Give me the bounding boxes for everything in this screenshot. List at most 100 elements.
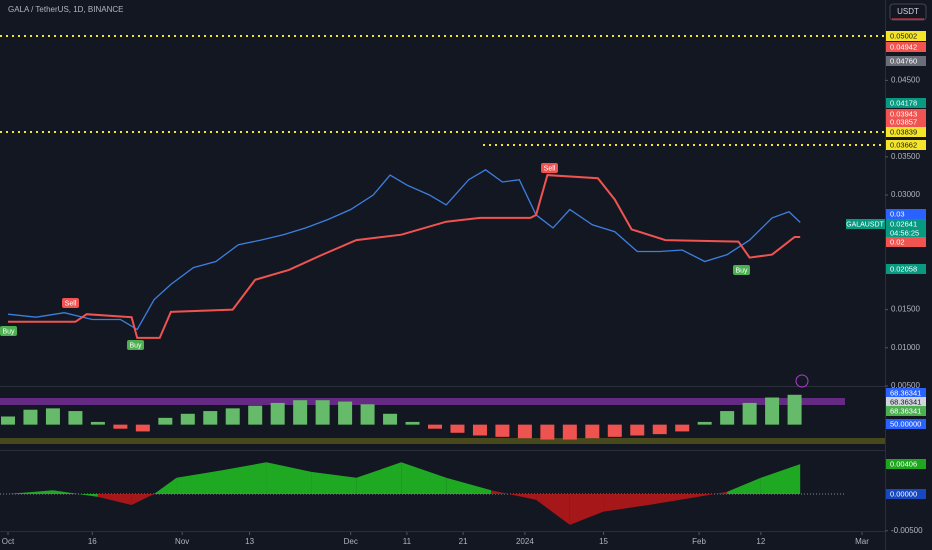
symbol-tag-bg [846, 219, 885, 229]
price-tag-bg [886, 219, 926, 229]
histogram-bar [787, 394, 802, 425]
histogram-bar [765, 397, 780, 425]
area-segment [603, 493, 649, 512]
y-tick-label: 0.01500 [891, 305, 920, 314]
price-tag: 0.00000 [890, 489, 917, 498]
histogram-bar [652, 424, 667, 435]
price-tag-bg [886, 209, 926, 219]
price-line [7, 169, 801, 331]
signal-bg [541, 163, 558, 173]
price-tag: 0.02058 [890, 264, 917, 273]
x-tick-label: Feb [692, 537, 706, 546]
histogram-bar [135, 424, 150, 432]
area-segment [8, 490, 53, 494]
area-segment [401, 462, 447, 494]
currency-button[interactable] [889, 3, 927, 21]
currency-label[interactable]: USDT [897, 7, 919, 16]
price-tag: 0.05002 [890, 31, 917, 40]
histogram-bar [450, 424, 465, 433]
signal-label: Sell [544, 165, 556, 172]
price-tag: 68.36341 [890, 397, 921, 406]
price-tag-bg [886, 237, 926, 247]
histogram-bar [697, 421, 712, 425]
histogram-bar [742, 402, 757, 425]
area-segment [356, 462, 402, 494]
signal-bg [62, 298, 79, 308]
histogram-bar [270, 402, 285, 425]
price-tag-bg [886, 406, 926, 416]
price-tag-bg [886, 419, 926, 429]
histogram-bar [405, 421, 420, 425]
price-tag-bg [886, 98, 926, 108]
signal-label: Buy [129, 342, 142, 349]
area-segment [569, 493, 604, 525]
histogram-bar [517, 424, 532, 439]
price-tag: 0.02641 [890, 219, 917, 228]
price-tag: 0.03662 [890, 140, 917, 149]
price-tag: 0.04760 [890, 56, 917, 65]
price-tag-bg [886, 264, 926, 274]
price-tag: 0.03857 [890, 117, 917, 126]
price-tag: 50.00000 [890, 419, 921, 428]
header-title: GALA / TetherUS, 1D, BINANCE [8, 5, 123, 14]
area-segment [536, 493, 570, 525]
symbol-tag: GALAUSDT [846, 221, 884, 228]
signal-bg [733, 265, 750, 275]
icon [795, 374, 809, 388]
histogram-bar [293, 400, 308, 425]
signal-label: Buy [735, 267, 748, 274]
area-segment [648, 493, 694, 506]
histogram-bar [68, 411, 83, 425]
band [0, 398, 845, 405]
y-tick-label: 0.03000 [891, 190, 920, 199]
area-segment [52, 490, 98, 497]
price-tag: 0.00406 [890, 459, 917, 468]
price-tag: 0.04178 [890, 98, 917, 107]
histogram-bar [225, 408, 240, 425]
histogram-bar [113, 424, 128, 429]
price-tag-bg [886, 127, 926, 137]
x-tick-label: 21 [459, 537, 468, 546]
signal-label: Sell [65, 300, 77, 307]
histogram-bar [1, 416, 15, 425]
histogram-bar [90, 421, 105, 425]
histogram-bar [607, 424, 622, 437]
histogram-bar [158, 417, 173, 425]
price-tag-bg [886, 459, 926, 469]
x-tick-label: 12 [756, 537, 765, 546]
histogram-bar [45, 408, 60, 425]
signal-bg [0, 326, 17, 336]
x-tick-label: 2024 [516, 537, 534, 546]
price-tag-bg [886, 489, 926, 499]
area-segment [97, 493, 132, 506]
area-segment [760, 464, 801, 494]
price-tag-bg [886, 117, 926, 127]
band [0, 438, 885, 444]
histogram-bar [630, 424, 645, 436]
area-segment [311, 471, 357, 494]
area-segment [176, 470, 222, 494]
histogram-bar [180, 413, 195, 425]
histogram-bar [720, 411, 735, 425]
area-segment [131, 493, 155, 506]
price-tag-bg [886, 397, 926, 407]
x-tick-label: 16 [88, 537, 97, 546]
price-tag: 0.03839 [890, 127, 917, 136]
x-tick-label: 13 [245, 537, 254, 546]
x-tick-label: Oct [2, 537, 15, 546]
histogram-bar [428, 424, 442, 429]
area-segment [446, 477, 492, 494]
price-tag-bg [886, 228, 926, 238]
x-tick-label: 15 [599, 537, 608, 546]
x-tick-label: Dec [344, 537, 358, 546]
histogram-bar [472, 424, 487, 436]
price-tag-bg [886, 388, 926, 398]
histogram-bar [540, 424, 555, 440]
histogram-bar [562, 424, 577, 440]
price-tag: 0.04942 [890, 42, 917, 51]
area-segment [221, 462, 267, 494]
price-tag-bg [886, 31, 926, 41]
histogram-bar [248, 405, 263, 425]
histogram-bar [585, 424, 600, 439]
price-tag-bg [886, 140, 926, 150]
